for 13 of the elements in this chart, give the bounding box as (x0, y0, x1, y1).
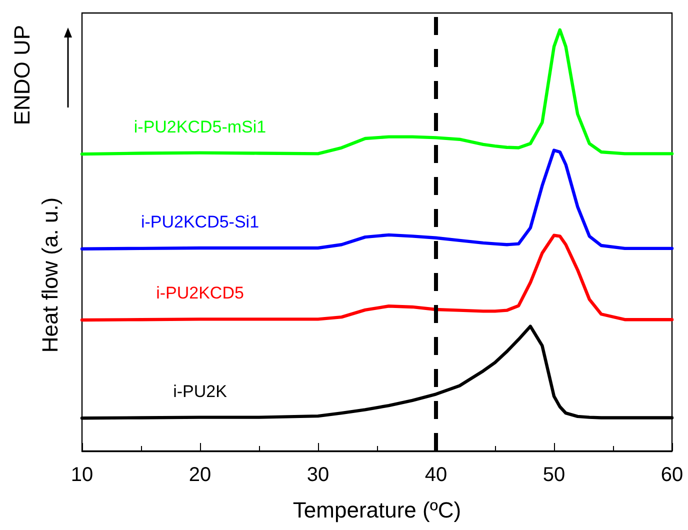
x-tick-label: 50 (542, 464, 566, 486)
y-axis-title: Heat flow (a. u.) (38, 197, 62, 353)
series-label: i-PU2KCD5-Si1 (140, 212, 260, 232)
x-tick-label: 60 (660, 464, 684, 486)
series-label: i-PU2KCD5-mSi1 (134, 117, 266, 136)
x-axis-title: Temperature (ºC) (292, 498, 462, 522)
series-label: i-PU2KCD5 (156, 284, 244, 303)
x-tick-label: 20 (188, 464, 212, 486)
text: ENDO UP (10, 24, 34, 126)
x-tick-label: 10 (70, 464, 94, 486)
series-label: i-PU2K (173, 382, 228, 401)
x-tick-label: 30 (306, 464, 330, 486)
x-tick-label: 40 (424, 464, 448, 486)
